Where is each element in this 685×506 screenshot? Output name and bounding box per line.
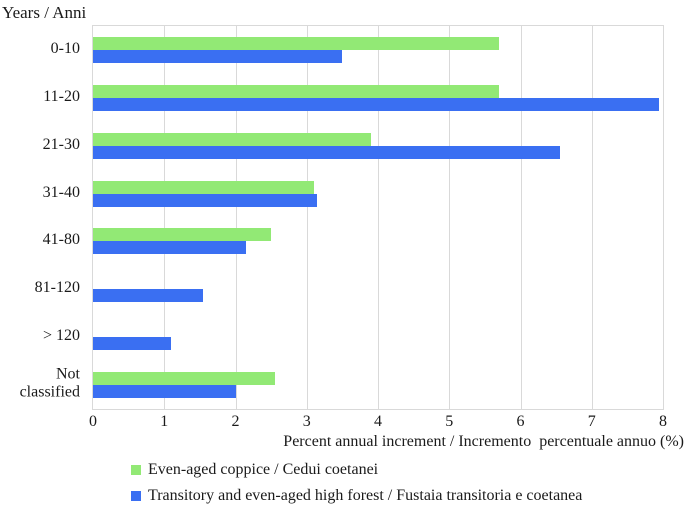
bar-high-forest: [93, 97, 660, 111]
category-label: Not classified: [19, 365, 80, 402]
category-label: 0-10: [50, 39, 80, 57]
bar-high-forest: [93, 193, 318, 207]
category-label: > 120: [42, 326, 80, 344]
bar-coppice: [93, 228, 272, 242]
gridline: [449, 26, 451, 409]
legend-item-coppice: Even-aged coppice / Cedui coetanei: [131, 461, 378, 479]
x-tick-label: 4: [374, 413, 382, 430]
bar-high-forest: [93, 241, 247, 255]
high-forest-legend-swatch-icon: [131, 491, 141, 501]
category-label: 81-120: [34, 279, 80, 297]
x-tick-label: 1: [160, 413, 169, 430]
bar-high-forest: [93, 145, 560, 159]
legend-item-high-forest: Transitory and even-aged high forest / F…: [131, 487, 582, 505]
coppice-legend-swatch-icon: [131, 465, 141, 475]
y-axis-title: Years / Anni: [2, 3, 87, 22]
legend-label: Even-aged coppice / Cedui coetanei: [148, 461, 379, 478]
gridline: [164, 26, 166, 409]
x-axis-title: Percent annual increment / Incremento pe…: [283, 433, 684, 450]
bar-coppice: [93, 372, 275, 386]
category-label: 11-20: [43, 87, 80, 105]
gridline: [591, 26, 593, 409]
gridline: [235, 26, 237, 409]
x-tick-label: 5: [445, 413, 454, 430]
category-label: 31-40: [42, 183, 80, 201]
gridline: [378, 26, 379, 409]
bar-high-forest: [93, 49, 343, 63]
x-tick-label: 6: [516, 413, 525, 430]
gridline: [520, 26, 522, 409]
category-label: 41-80: [42, 231, 80, 249]
x-tick-label: 3: [302, 413, 311, 430]
bar-coppice: [93, 132, 371, 146]
category-label: 21-30: [42, 135, 80, 153]
x-tick-label: 8: [659, 413, 667, 430]
x-tick-label: 2: [231, 413, 240, 430]
gridline: [306, 26, 308, 409]
bar-coppice: [93, 84, 500, 98]
plot-area: [92, 25, 664, 410]
bar-high-forest: [93, 289, 204, 303]
bar-high-forest: [93, 337, 172, 351]
bar-high-forest: [93, 385, 236, 399]
x-tick-label: 7: [587, 413, 596, 430]
bar-coppice: [93, 36, 500, 50]
legend-label: Transitory and even-aged high forest / F…: [148, 487, 583, 504]
x-tick-label: 0: [89, 413, 97, 430]
bar-coppice: [93, 180, 314, 194]
